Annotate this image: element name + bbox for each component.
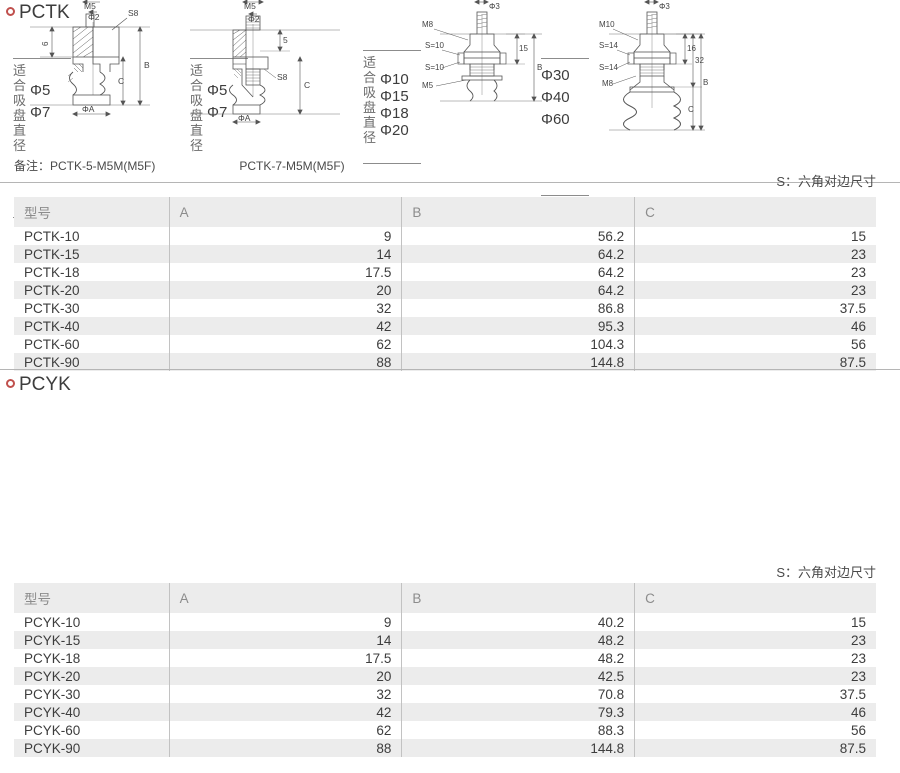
svg-text:M8: M8 <box>602 79 614 88</box>
svg-text:16: 16 <box>687 44 696 53</box>
svg-text:M5: M5 <box>422 81 434 90</box>
svg-text:ΦA: ΦA <box>82 104 95 114</box>
svg-text:ΦA: ΦA <box>238 113 251 123</box>
svg-text:S=14: S=14 <box>599 63 618 72</box>
svg-text:B: B <box>703 78 708 87</box>
svg-text:C: C <box>118 76 124 86</box>
svg-text:B: B <box>144 60 150 70</box>
svg-text:Φ3: Φ3 <box>489 2 500 11</box>
svg-text:15: 15 <box>519 44 528 53</box>
svg-text:S8: S8 <box>128 8 139 18</box>
svg-text:C: C <box>304 80 310 90</box>
svg-text:S=14: S=14 <box>599 41 618 50</box>
svg-text:C: C <box>688 105 694 114</box>
svg-text:32: 32 <box>695 56 704 65</box>
svg-text:S=10: S=10 <box>425 41 444 50</box>
svg-text:Φ3: Φ3 <box>659 2 670 11</box>
svg-text:M8: M8 <box>422 20 434 29</box>
svg-text:S8: S8 <box>277 72 288 82</box>
svg-text:5: 5 <box>283 35 288 45</box>
svg-text:S=10: S=10 <box>425 63 444 72</box>
svg-text:M10: M10 <box>599 20 615 29</box>
svg-text:Φ5: Φ5 <box>642 0 653 2</box>
svg-text:M5: M5 <box>84 1 96 11</box>
svg-text:6: 6 <box>41 41 50 46</box>
svg-text:Φ5: Φ5 <box>472 0 483 2</box>
svg-text:M5: M5 <box>244 1 256 11</box>
